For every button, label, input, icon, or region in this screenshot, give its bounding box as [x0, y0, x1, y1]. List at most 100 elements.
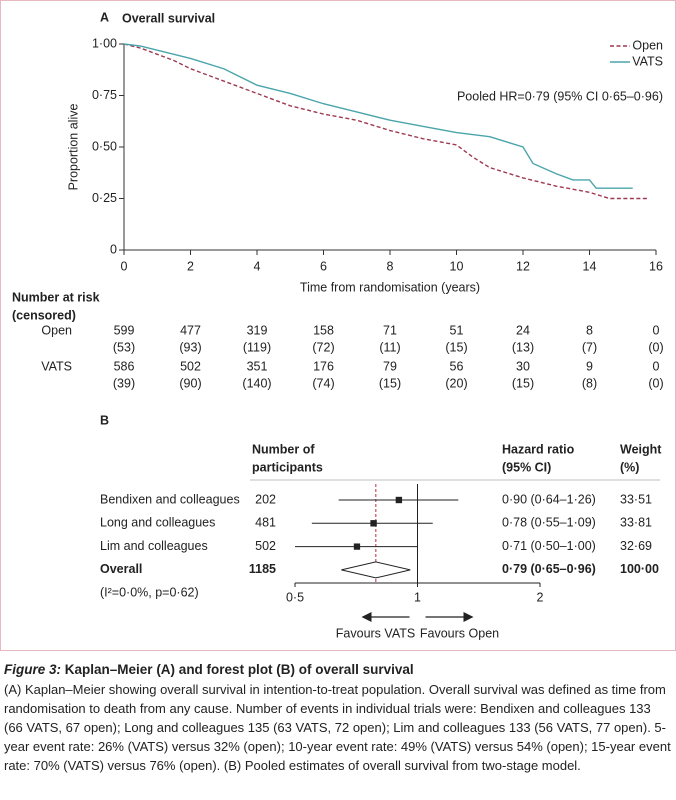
- x-tick-label: 4: [254, 259, 261, 273]
- study-name: Long and colleagues: [100, 516, 215, 530]
- hazard-ratio: 0·71 (0·50–1·00): [502, 539, 596, 553]
- at-risk: 30: [516, 359, 530, 373]
- at-risk: 0: [653, 323, 660, 337]
- study-name: Lim and colleagues: [100, 539, 208, 553]
- caption-head: Figure 3: Kaplan–Meier (A) and forest pl…: [4, 660, 672, 679]
- censored: (13): [512, 340, 534, 354]
- censored: (20): [445, 376, 467, 390]
- censored: (119): [243, 340, 271, 354]
- x-tick-label: 0·5: [286, 590, 304, 604]
- at-risk: 351: [247, 359, 268, 373]
- at-risk: 319: [247, 323, 268, 337]
- at-risk: 79: [383, 359, 397, 373]
- x-tick-label: 2: [187, 259, 194, 273]
- hazard-ratio: 0·78 (0·55–1·09): [502, 516, 596, 530]
- censored: (8): [582, 376, 597, 390]
- at-risk: 9: [586, 359, 593, 373]
- censored: (90): [179, 376, 201, 390]
- censored: (93): [179, 340, 201, 354]
- y-tick-label: 0·75: [92, 88, 117, 102]
- censored: (15): [379, 376, 401, 390]
- censored: (72): [312, 340, 334, 354]
- caption-title: Kaplan–Meier (A) and forest plot (B) of …: [64, 662, 414, 677]
- x-tick-label: 6: [320, 259, 327, 273]
- censored: (7): [582, 340, 597, 354]
- participants: 481: [255, 516, 276, 530]
- y-tick-label: 0·50: [92, 139, 117, 153]
- at-risk: 0: [653, 359, 660, 373]
- x-tick-label: 0: [121, 259, 128, 273]
- caption-label: Figure 3:: [4, 662, 62, 677]
- column-header: Number of: [252, 442, 315, 456]
- weight: 32·69: [620, 539, 652, 553]
- column-header: (%): [620, 460, 639, 474]
- at-risk: 51: [450, 323, 464, 337]
- at-risk: 599: [114, 323, 135, 337]
- at-risk: 176: [313, 359, 334, 373]
- y-tick-label: 0: [110, 242, 117, 256]
- censored: (140): [242, 376, 271, 390]
- study-name: Bendixen and colleagues: [100, 492, 240, 506]
- censored: (15): [512, 376, 534, 390]
- x-tick-label: 10: [450, 259, 464, 273]
- participants: 1185: [249, 562, 276, 576]
- favours-label: Favours VATS: [336, 626, 415, 640]
- caption-text: (A) Kaplan–Meier showing overall surviva…: [4, 682, 671, 773]
- risk-table-title: Number at risk: [12, 290, 100, 304]
- column-header: Hazard ratio: [502, 442, 575, 456]
- at-risk: 477: [180, 323, 201, 337]
- hazard-ratio: 0·90 (0·64–1·26): [502, 492, 596, 506]
- risk-row-label: VATS: [41, 359, 72, 373]
- at-risk: 158: [313, 323, 334, 337]
- y-tick-label: 1·00: [92, 36, 117, 50]
- censored: (53): [113, 340, 135, 354]
- weight: 33·51: [620, 492, 652, 506]
- at-risk: 71: [383, 323, 397, 337]
- y-axis-label: Proportion alive: [66, 104, 80, 191]
- column-header: participants: [252, 460, 323, 474]
- x-tick-label: 14: [583, 259, 597, 273]
- study-name: Overall: [100, 562, 142, 576]
- x-tick-label: 2: [537, 590, 544, 604]
- hr-square: [395, 496, 403, 504]
- panel-label: B: [100, 413, 109, 427]
- participants: 202: [255, 492, 276, 506]
- weight: 100·00: [620, 562, 659, 576]
- arrow-head: [361, 612, 372, 622]
- at-risk: 586: [114, 359, 135, 373]
- legend-label: Open: [632, 38, 663, 52]
- arrow-head: [463, 612, 474, 622]
- survival-curve: [123, 43, 633, 189]
- at-risk: 24: [516, 323, 530, 337]
- hazard-ratio: 0·79 (0·65–0·96): [502, 562, 596, 576]
- censored: (0): [648, 376, 663, 390]
- x-tick-label: 8: [387, 259, 394, 273]
- risk-row-label: Open: [41, 323, 72, 337]
- weight: 33·81: [620, 516, 652, 530]
- censored: (39): [113, 376, 135, 390]
- x-tick-label: 1: [414, 590, 421, 604]
- column-header: Weight: [620, 442, 662, 456]
- risk-table-title: (censored): [12, 308, 76, 322]
- heterogeneity: (I²=0·0%, p=0·62): [100, 585, 199, 599]
- survival-curve: [123, 43, 650, 200]
- y-tick-label: 0·25: [92, 191, 117, 205]
- column-header: (95% CI): [502, 460, 551, 474]
- at-risk: 56: [450, 359, 464, 373]
- panel-label: A: [100, 10, 109, 24]
- caption: Figure 3: Kaplan–Meier (A) and forest pl…: [4, 660, 672, 775]
- annotation: Pooled HR=0·79 (95% CI 0·65–0·96): [457, 89, 663, 103]
- participants: 502: [255, 539, 276, 553]
- at-risk: 8: [586, 323, 593, 337]
- at-risk: 502: [180, 359, 201, 373]
- favours-label: Favours Open: [420, 626, 499, 640]
- x-tick-label: 16: [649, 259, 663, 273]
- censored: (0): [648, 340, 663, 354]
- pooled-diamond: [341, 561, 411, 579]
- censored: (74): [312, 376, 334, 390]
- censored: (15): [445, 340, 467, 354]
- chart-title: Overall survival: [122, 11, 215, 25]
- x-tick-label: 12: [516, 259, 530, 273]
